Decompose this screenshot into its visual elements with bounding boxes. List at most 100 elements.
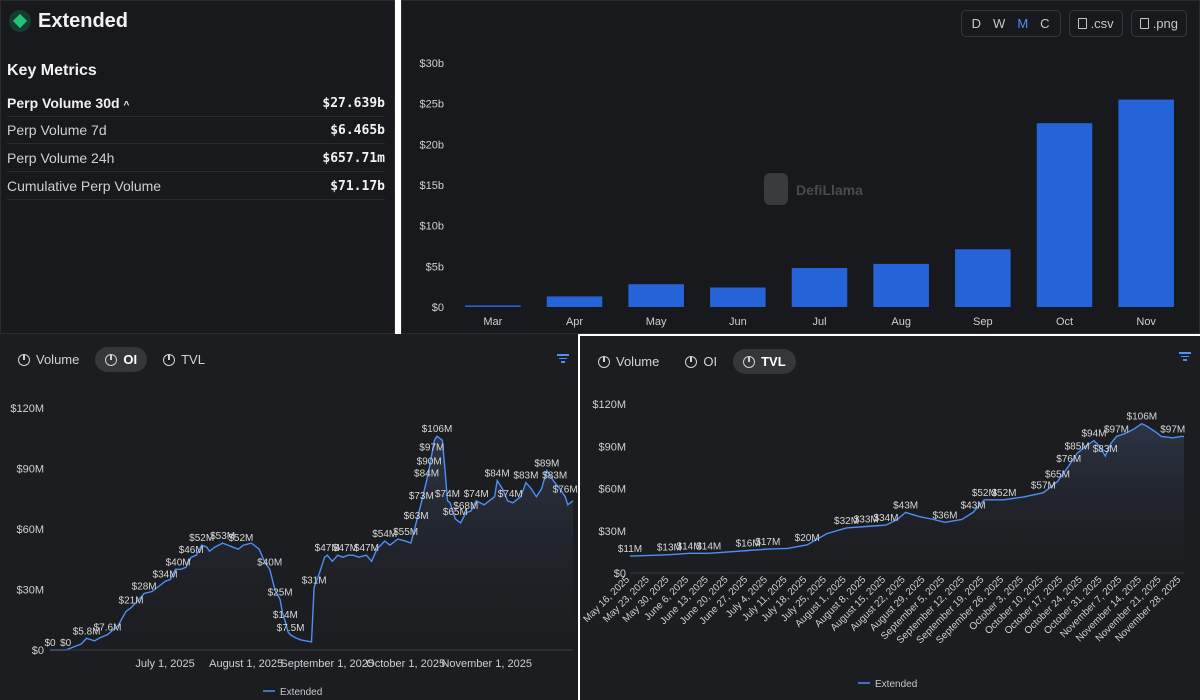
metric-value: $27.639b (322, 95, 385, 111)
app-title: Extended (38, 10, 129, 32)
metric-row-cumulative-perp-volume: Cumulative Perp Volume $71.17b (7, 173, 385, 200)
tvl-chart-tabs: Volume OI TVL (588, 349, 796, 374)
metric-row-perp-volume-30d[interactable]: Perp Volume 30d ^ $27.639b (7, 90, 385, 117)
data-label: $11M (618, 544, 642, 555)
metric-row-perp-volume-7d: Perp Volume 7d $6.465b (7, 117, 385, 144)
tab-oi[interactable]: OI (95, 347, 148, 372)
data-label: $83M (1093, 444, 1118, 455)
data-label: $14M (273, 610, 298, 621)
data-label: $17M (755, 537, 780, 548)
y-tick-label: $60M (16, 524, 44, 536)
data-label: $73M (409, 491, 434, 502)
data-label: $106M (422, 424, 453, 435)
data-label: $31M (302, 575, 327, 586)
pie-chart-icon (105, 353, 118, 366)
y-tick-label: $90M (598, 441, 626, 453)
data-label: $52M (972, 488, 997, 499)
data-label: $46M (179, 545, 204, 556)
metric-label: Perp Volume 30d ^ (7, 95, 130, 111)
bar-oct (1036, 123, 1093, 307)
metric-label: Perp Volume 24h (7, 150, 115, 166)
x-tick-label: July 1, 2025 (135, 658, 194, 670)
period-daily-button[interactable]: D (971, 16, 982, 31)
chevron-up-icon[interactable]: ^ (123, 100, 130, 111)
tab-tvl[interactable]: TVL (733, 349, 796, 374)
x-tick-label: Jun (729, 316, 747, 328)
data-label: $85M (1065, 441, 1090, 452)
period-selector: D W M C (960, 10, 1061, 37)
data-label: $63M (404, 511, 429, 522)
pie-chart-icon (18, 353, 30, 366)
x-tick-label: September 1, 2025 (280, 658, 374, 670)
data-label: $20M (795, 533, 820, 544)
data-label: $83M (513, 471, 538, 482)
period-weekly-button[interactable]: W (993, 16, 1006, 31)
tab-oi[interactable]: OI (675, 349, 727, 374)
data-label: $47M (354, 543, 379, 554)
series-area-extended (630, 423, 1184, 573)
period-monthly-button[interactable]: M (1017, 16, 1029, 31)
y-tick-label: $0 (614, 568, 626, 580)
bar-apr (546, 296, 603, 307)
series-area-extended (50, 436, 573, 650)
x-tick-label: October 1, 2025 (366, 658, 445, 670)
data-label: $65M (1045, 469, 1070, 480)
data-label: $40M (257, 557, 282, 568)
tvl-panel: Volume OI TVL $0 $30M $60M $90M $120M $11M $13… (580, 336, 1200, 700)
bar-aug (873, 263, 929, 307)
y-tick-label: $15b (420, 180, 444, 192)
x-tick-label: November 1, 2025 (441, 658, 532, 670)
oi-chart-tabs: Volume OI TVL (8, 347, 215, 372)
x-tick-label: Oct (1056, 316, 1073, 328)
data-label: $74M (435, 489, 460, 500)
data-label: $25M (268, 588, 293, 599)
data-label: $5.8M (73, 626, 101, 637)
monthly-volume-panel: D W M C .csv .png DefiLlama $0 $5b $10b $15b… (401, 0, 1200, 334)
data-label: $47M (315, 543, 340, 554)
series-line-extended (50, 435, 574, 651)
y-tick-label: $5b (426, 261, 444, 273)
filter-icon[interactable] (1179, 352, 1191, 363)
metric-row-perp-volume-24h: Perp Volume 24h $657.71m (7, 145, 385, 172)
metric-label: Perp Volume 7d (7, 122, 107, 138)
data-label: $36M (932, 510, 957, 521)
data-label: $34M (153, 569, 178, 580)
period-cumulative-button[interactable]: C (1040, 16, 1050, 31)
bar-mar (465, 305, 521, 307)
data-label: $7.6M (94, 623, 122, 634)
x-tick-label: Jul (812, 316, 826, 328)
filter-icon[interactable] (557, 354, 569, 365)
bar-sep (955, 249, 1011, 307)
data-label: $57M (1031, 481, 1056, 492)
data-label: $34M (873, 513, 898, 524)
pie-chart-icon (685, 355, 698, 368)
download-csv-button[interactable]: .csv (1068, 10, 1123, 37)
watermark-text: DefiLlama (796, 182, 863, 198)
y-tick-label: $25b (420, 99, 444, 111)
data-label: $43M (961, 500, 986, 511)
x-tick-label: Mar (483, 316, 502, 328)
png-label: .png (1152, 16, 1178, 31)
tab-tvl[interactable]: TVL (153, 347, 215, 372)
data-label: $14M (696, 541, 721, 552)
data-label: $54M (372, 529, 397, 540)
download-png-button[interactable]: .png (1130, 10, 1187, 37)
x-tick-label: Nov (1136, 316, 1156, 328)
data-label: $90M (417, 457, 442, 468)
open-interest-panel: Volume OI TVL $0 $30M $60M $90M $120M $0 $0 $5.… (0, 334, 578, 700)
data-label: $43M (893, 500, 918, 511)
data-label: $13M (657, 543, 682, 554)
data-label: $84M (485, 469, 510, 480)
pie-chart-icon (163, 353, 176, 366)
x-tick-label: May (646, 316, 667, 328)
bar-may (628, 284, 684, 307)
y-tick-label: $120M (592, 399, 626, 411)
tab-volume[interactable]: Volume (588, 349, 669, 374)
data-label: $55M (393, 527, 418, 538)
file-icon (1139, 18, 1149, 29)
tab-volume[interactable]: Volume (8, 347, 89, 372)
tvl-chart: $0$30M$60M$90M$120M$11M $13M$14M$14M $16M$… (581, 399, 1185, 690)
csv-label: .csv (1090, 16, 1114, 31)
data-label: $89M (534, 459, 559, 470)
y-tick-label: $30b (420, 58, 444, 70)
